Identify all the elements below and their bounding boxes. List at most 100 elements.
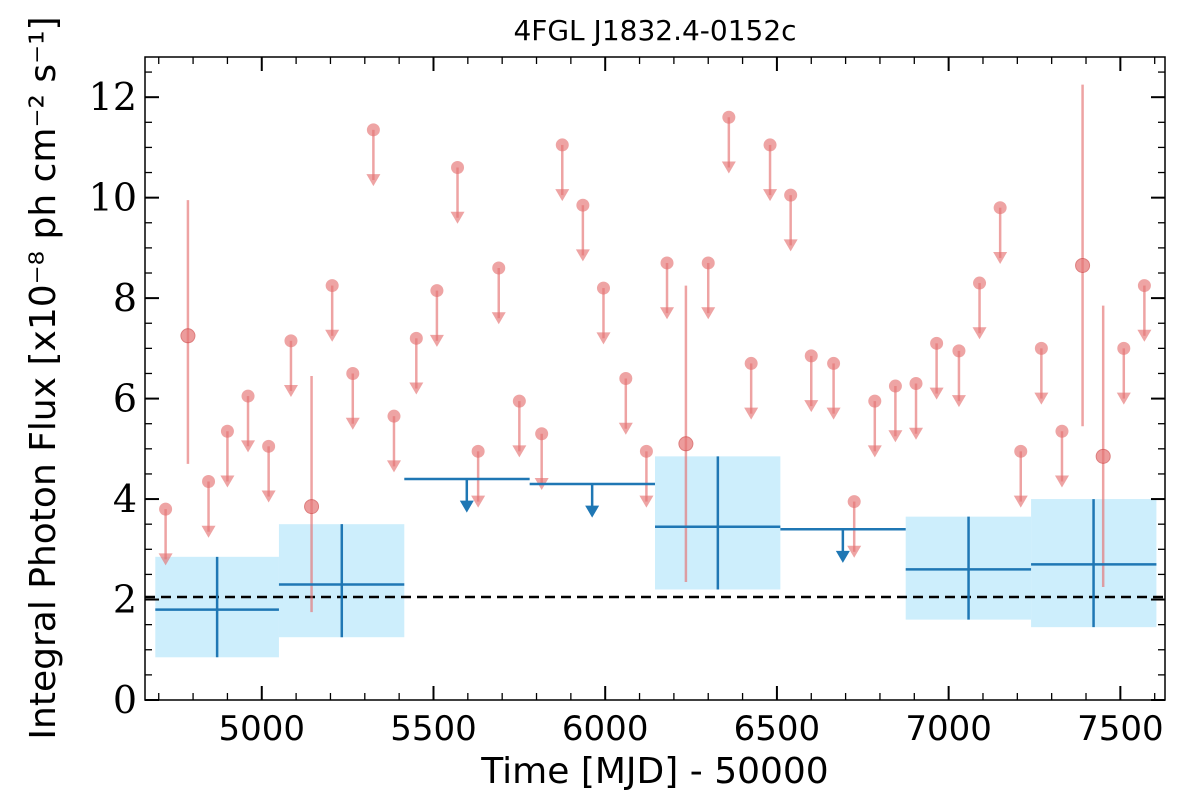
short-ul-arrow xyxy=(618,422,633,435)
short-ul-point xyxy=(555,138,569,152)
short-ul-arrow xyxy=(826,407,841,420)
short-ul-arrow xyxy=(575,249,590,262)
short-ul-point xyxy=(430,284,444,298)
short-ul-arrow xyxy=(386,460,401,473)
short-ul-arrow xyxy=(1034,392,1049,405)
short-ul-point xyxy=(909,377,923,391)
short-ul-arrow xyxy=(345,417,360,430)
short-ul-point xyxy=(1014,444,1028,458)
y-tick-label: 6 xyxy=(113,377,137,421)
x-tick-label: 7500 xyxy=(1077,709,1164,749)
short-ul-point xyxy=(220,424,234,438)
x-tick-label: 6000 xyxy=(562,709,649,749)
plot-frame xyxy=(144,56,1166,701)
short-ul-point xyxy=(973,276,987,290)
short-ul-arrow xyxy=(429,334,444,347)
short-ul-arrow xyxy=(512,445,527,458)
short-ul-arrow xyxy=(596,332,611,345)
short-ul-point xyxy=(660,256,674,270)
short-ul-arrow xyxy=(158,553,173,566)
short-ul-arrow xyxy=(867,445,882,458)
y-tick-label: 0 xyxy=(113,678,137,722)
short-ul-point xyxy=(241,389,255,403)
short-ul-point xyxy=(366,123,380,137)
short-ul-arrow xyxy=(972,327,987,340)
short-ul-arrow xyxy=(261,490,276,503)
short-ul-arrow xyxy=(929,387,944,400)
y-tick-label: 8 xyxy=(113,276,137,320)
bin-ul-arrow xyxy=(459,500,474,513)
short-ul-point xyxy=(868,394,882,408)
short-ul-point xyxy=(284,334,298,348)
short-ul-arrow xyxy=(1116,392,1131,405)
short-ul-arrow xyxy=(491,312,506,325)
x-tick-label: 7000 xyxy=(905,709,992,749)
chart-title: 4FGL J1832.4-0152c xyxy=(513,14,796,47)
short-detection-point xyxy=(304,499,320,515)
short-ul-arrow xyxy=(888,430,903,443)
short-ul-arrow xyxy=(909,427,924,440)
plot-marks xyxy=(145,84,1165,658)
short-ul-point xyxy=(784,188,798,202)
short-detection-point xyxy=(180,328,196,344)
short-ul-arrow xyxy=(951,395,966,408)
short-detection-point xyxy=(1095,448,1111,464)
short-ul-arrow xyxy=(471,495,486,508)
short-ul-point xyxy=(346,366,360,380)
short-ul-arrow xyxy=(993,251,1008,264)
short-ul-point xyxy=(639,444,653,458)
short-ul-point xyxy=(512,394,526,408)
short-ul-point xyxy=(888,379,902,393)
short-ul-point xyxy=(619,372,633,385)
short-ul-point xyxy=(763,138,777,152)
short-ul-arrow xyxy=(660,307,675,320)
y-tick-label: 10 xyxy=(89,176,137,220)
bin-ul-arrow xyxy=(585,505,600,518)
short-ul-point xyxy=(1137,279,1151,293)
short-ul-point xyxy=(930,336,944,350)
short-ul-point xyxy=(804,349,818,363)
x-tick-label: 5000 xyxy=(219,709,306,749)
short-ul-point xyxy=(596,281,610,295)
short-ul-point xyxy=(325,279,339,293)
short-ul-arrow xyxy=(639,495,654,508)
short-ul-arrow xyxy=(283,385,298,398)
short-ul-arrow xyxy=(201,525,216,538)
short-ul-arrow xyxy=(409,382,424,395)
short-ul-arrow xyxy=(220,475,235,488)
x-tick-label: 5500 xyxy=(390,709,477,749)
short-ul-point xyxy=(492,261,506,275)
short-ul-arrow xyxy=(804,400,819,413)
short-ul-point xyxy=(722,110,736,124)
short-ul-point xyxy=(409,331,423,345)
short-ul-point xyxy=(744,356,758,370)
short-ul-point xyxy=(993,201,1007,215)
short-ul-arrow xyxy=(763,189,778,202)
axes: 5000 5500 6000 6500 7000 7500 0 2 4 6 8 10 12 xyxy=(89,56,1166,749)
short-ul-arrow xyxy=(847,545,862,558)
short-ul-point xyxy=(1055,424,1069,438)
short-ul-point xyxy=(159,502,173,516)
x-tick-label: 6500 xyxy=(734,709,821,749)
short-ul-point xyxy=(952,344,966,358)
short-ul-point xyxy=(451,161,465,175)
short-ul-point xyxy=(1117,341,1131,355)
short-ul-arrow xyxy=(1137,329,1152,342)
y-tick-label: 4 xyxy=(113,477,137,521)
short-ul-point xyxy=(1034,341,1048,355)
short-ul-arrow xyxy=(701,307,716,320)
short-ul-point xyxy=(701,256,715,270)
short-ul-arrow xyxy=(555,189,570,202)
short-ul-point xyxy=(387,409,401,423)
short-ul-point xyxy=(847,495,861,509)
x-axis-label: Time [MJD] - 50000 xyxy=(480,751,828,792)
short-ul-arrow xyxy=(1054,475,1069,488)
short-detection-point xyxy=(1075,257,1091,273)
short-ul-arrow xyxy=(744,407,759,420)
short-ul-arrow xyxy=(241,440,256,453)
short-ul-point xyxy=(535,427,549,441)
short-ul-point xyxy=(827,356,841,370)
y-axis-label: Integral Photon Flux [x10⁻⁸ ph cm⁻² s⁻¹] xyxy=(23,16,64,739)
bin-ul-arrow xyxy=(835,550,850,563)
